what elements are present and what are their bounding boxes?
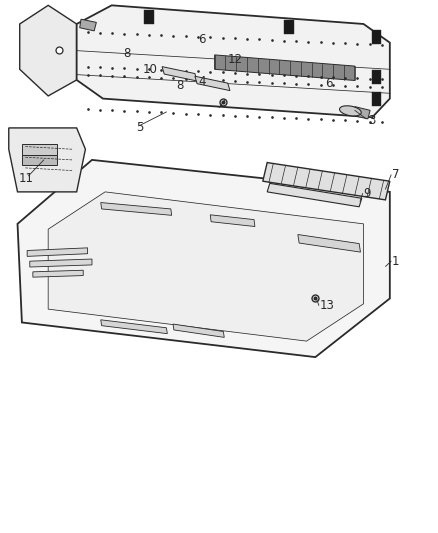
Polygon shape xyxy=(162,67,197,81)
Text: 11: 11 xyxy=(19,172,34,185)
Text: 7: 7 xyxy=(392,168,399,181)
Text: 3: 3 xyxy=(368,115,375,127)
Polygon shape xyxy=(22,144,57,155)
Text: 5: 5 xyxy=(137,122,144,134)
Text: 6: 6 xyxy=(198,34,205,46)
Polygon shape xyxy=(101,320,167,334)
Polygon shape xyxy=(9,128,85,192)
Polygon shape xyxy=(173,324,224,337)
Text: 8: 8 xyxy=(124,47,131,60)
Polygon shape xyxy=(48,192,364,341)
Text: 9: 9 xyxy=(364,187,371,200)
Polygon shape xyxy=(210,215,255,227)
Bar xyxy=(284,20,294,34)
Polygon shape xyxy=(18,160,390,357)
Bar xyxy=(372,30,381,44)
Text: 12: 12 xyxy=(228,53,243,66)
Polygon shape xyxy=(263,163,390,200)
Text: 6: 6 xyxy=(325,77,332,90)
Polygon shape xyxy=(101,203,172,215)
Bar xyxy=(372,70,381,84)
Polygon shape xyxy=(27,248,88,256)
Polygon shape xyxy=(195,76,230,91)
Polygon shape xyxy=(30,259,92,267)
Polygon shape xyxy=(80,19,96,31)
Bar xyxy=(372,92,381,106)
Polygon shape xyxy=(33,270,83,277)
Text: 1: 1 xyxy=(392,255,399,268)
Text: 13: 13 xyxy=(320,299,335,312)
Ellipse shape xyxy=(339,106,361,116)
Polygon shape xyxy=(353,107,370,119)
Polygon shape xyxy=(267,183,362,207)
Bar xyxy=(144,10,154,24)
Text: 10: 10 xyxy=(143,63,158,76)
Text: 4: 4 xyxy=(198,75,206,87)
Polygon shape xyxy=(20,5,77,96)
Polygon shape xyxy=(77,5,390,117)
Polygon shape xyxy=(22,155,57,165)
Text: 8: 8 xyxy=(176,79,183,92)
Polygon shape xyxy=(298,235,360,252)
Polygon shape xyxy=(215,55,355,80)
